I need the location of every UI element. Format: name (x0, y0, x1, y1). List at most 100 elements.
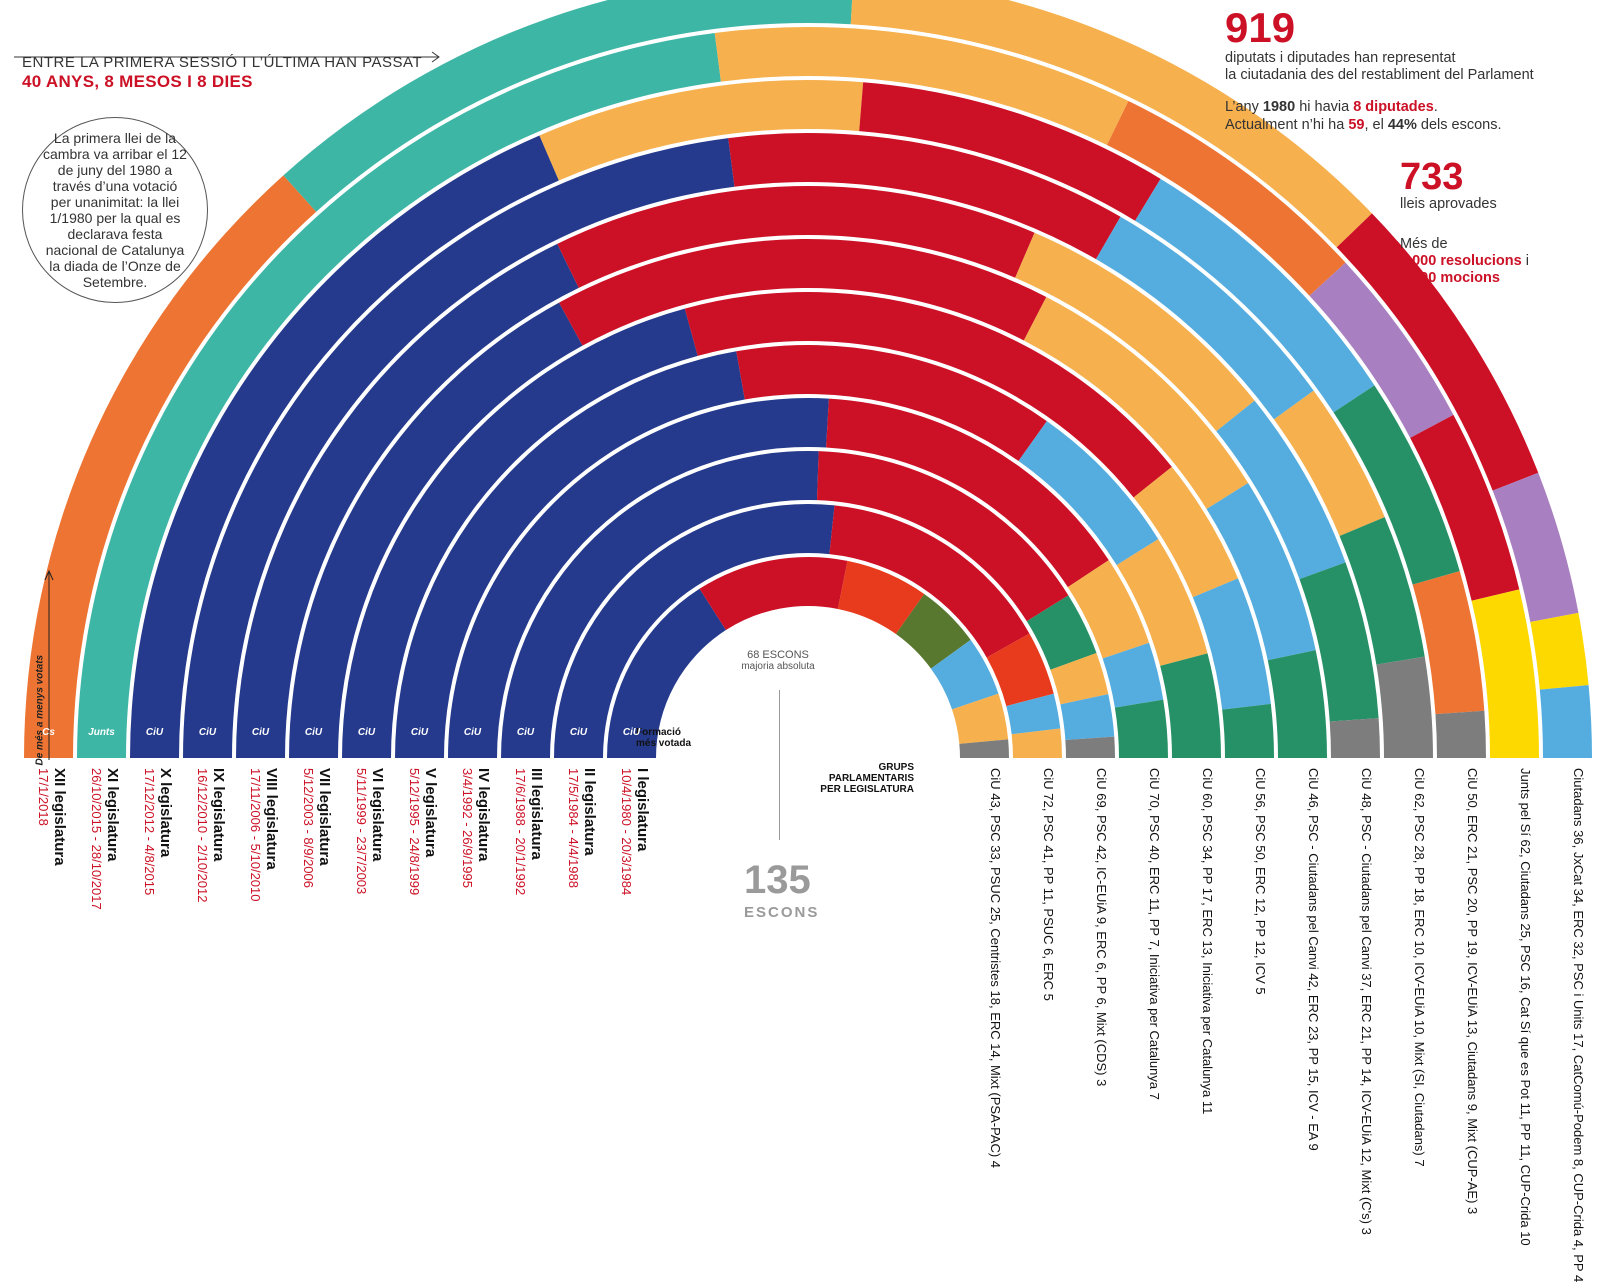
seat-segment-12-pp (1539, 685, 1592, 758)
groups-label-4: CiU 70, PSC 40, ERC 11, PP 7, Iniciativa… (1146, 768, 1162, 1100)
legislature-label-11: XI legislatura 26/10/2015 - 28/10/2017 (88, 768, 121, 910)
party-logo-4: CiU (463, 727, 482, 738)
groups-label-8: CiU 48, PSC - Ciutadans pel Canvi 37, ER… (1358, 768, 1374, 1235)
seat-segment-5-pp (1018, 421, 1159, 566)
seat-segment-10-erc (539, 79, 864, 181)
groups-label-10: CiU 50, ERC 21, PSC 20, PP 19, ICV-EUiA … (1464, 768, 1480, 1215)
legislature-dates: 3/4/1992 - 26/9/1995 (459, 768, 475, 888)
seat-segment-1-ciu (607, 588, 726, 758)
party-logo-12: Cs (42, 727, 55, 738)
legislature-name: VIII legislatura (262, 768, 280, 870)
women-now-text: Actualment n’hi ha 59, el 44% dels escon… (1225, 117, 1502, 133)
seat-segment-11-podem (1309, 262, 1454, 438)
seat-segment-8-pp (1216, 400, 1346, 580)
seat-segment-5-erc (1116, 539, 1208, 666)
seat-segment-12-erc (850, 0, 1372, 248)
seat-segment-9-psc (728, 133, 1121, 260)
seat-segment-2-centristes (986, 633, 1054, 707)
seat-segment-9-pp (1096, 216, 1314, 420)
groups-label-5: CiU 60, PSC 34, PP 17, ERC 13, Iniciativ… (1199, 768, 1215, 1115)
laws-caption: lleis aprovades (1400, 196, 1497, 212)
legislature-label-12: XII legislatura 17/1/2018 (35, 768, 68, 866)
seat-segment-9-ciu (183, 138, 735, 758)
seat-segment-12-podem (1492, 472, 1579, 622)
majority-seats: 68 ESCONS (747, 649, 809, 661)
majority-label: majoria absoluta (741, 661, 815, 672)
groups-label-12: Ciutadans 36, JxCat 34, ERC 32, PSC i Un… (1570, 768, 1586, 1282)
header-duration: 40 ANYS, 8 MESOS I 8 DIES (22, 72, 253, 91)
party-logo-11: Junts (88, 727, 115, 738)
legislature-dates: 5/11/1999 - 23/7/2003 (353, 768, 369, 895)
seat-segment-6-psuc_icv (1222, 703, 1274, 758)
seat-segment-12-jxcat (283, 0, 853, 212)
most-voted-label: Formació més votada (636, 727, 692, 749)
groups-label-9: CiU 62, PSC 28, PP 18, ERC 10, ICV-EUiA … (1411, 768, 1427, 1167)
more-than-label: Més de (1400, 236, 1448, 252)
seat-segment-4-psuc_icv (1114, 699, 1168, 758)
seat-segment-11-cs (1106, 100, 1346, 296)
seat-segment-11-erc (714, 27, 1129, 146)
seat-segment-3-psc (817, 451, 1069, 622)
first-law-note: La primera llei de la cambra va arribar … (22, 117, 208, 303)
groups-label-2: CiU 72, PSC 41, PP 11, PSUC 6, ERC 5 (1040, 768, 1056, 1001)
seat-segment-1-psc (699, 557, 848, 631)
deputies-total: 919 (1225, 4, 1296, 51)
seat-segment-10-psc (859, 82, 1161, 221)
seat-segment-7-pp (1206, 482, 1316, 661)
legislature-label-2: II legislatura 17/5/1984 - 4/4/1988 (565, 768, 598, 888)
party-logo-7: CiU (304, 727, 323, 738)
legislature-name: VI legislatura (368, 768, 386, 862)
seat-segment-8-erc (1015, 232, 1255, 432)
legislature-label-9: IX legislatura 16/12/2010 - 2/10/2012 (194, 768, 227, 902)
seat-segment-9-psuc_icv (1339, 517, 1425, 665)
legislature-dates: 17/1/2018 (35, 768, 51, 826)
seat-segment-12-cup (1530, 612, 1589, 690)
seat-segment-4-psc (826, 398, 1109, 588)
party-logo-8: CiU (251, 727, 270, 738)
seat-segment-10-mixt (1435, 710, 1486, 758)
groups-label-11: Junts pel Sí 62, Ciutadans 25, PSC 16, C… (1517, 768, 1533, 1246)
seat-segment-1-erc (952, 693, 1009, 744)
deputies-caption-2: la ciutadania des del restabliment del P… (1225, 67, 1534, 83)
seat-segment-2-pp (1006, 693, 1061, 735)
first-law-note-text: La primera llei de la cambra va arribar … (43, 130, 187, 290)
seat-segment-11-cup (1471, 589, 1539, 758)
legislature-dates: 17/6/1988 - 20/1/1992 (512, 768, 528, 896)
groups-title: GRUPS PARLAMENTARIS PER LEGISLATURA (820, 762, 914, 795)
legislature-name: IV legislatura (474, 768, 492, 862)
seat-segment-1-mixt (959, 739, 1009, 758)
seat-segment-3-erc (1050, 652, 1109, 705)
seat-segment-1-other (895, 594, 971, 669)
party-logo-9: CiU (198, 727, 217, 738)
seat-segment-11-jxcat (77, 32, 721, 759)
seat-segment-10-cs (1412, 571, 1485, 715)
legislature-name: IX legislatura (209, 768, 227, 862)
legislature-label-6: VI legislatura 5/11/1999 - 23/7/2003 (353, 768, 386, 895)
majority-line (779, 690, 780, 840)
seat-segment-3-pp (1060, 694, 1115, 741)
legislature-name: II legislatura (580, 768, 598, 856)
legislature-name: X legislatura (156, 768, 174, 858)
seat-segment-11-psc (1410, 414, 1520, 601)
seat-segment-7-psc (559, 238, 1047, 346)
seat-segment-8-psc (557, 186, 1035, 288)
seat-segment-5-psc (736, 345, 1047, 462)
seat-segment-7-ciu (289, 302, 583, 758)
party-logo-1: CiU (622, 727, 641, 738)
seat-segment-5-ciu (395, 351, 745, 758)
seat-segment-7-psuc_icv (1267, 650, 1327, 758)
motions-count: 1.500 mocions (1400, 270, 1500, 286)
header-arrow (14, 51, 440, 63)
seat-segment-9-erc (1273, 390, 1385, 537)
legislature-dates: 26/10/2015 - 28/10/2017 (88, 768, 104, 910)
legislature-label-3: III legislatura 17/6/1988 - 20/1/1992 (512, 768, 545, 896)
seat-segment-6-pp (1192, 578, 1271, 710)
seat-segment-6-psc (684, 292, 1172, 498)
seat-segment-1-pp (930, 639, 999, 710)
groups-label-6: CiU 56, PSC 50, ERC 12, PP 12, ICV 5 (1252, 768, 1268, 995)
seat-segment-8-psuc_icv (1299, 562, 1379, 722)
legislature-label-4: IV legislatura 3/4/1992 - 26/9/1995 (459, 768, 492, 888)
seat-segment-1-centristes (837, 560, 925, 634)
legislature-label-7: VII legislatura 5/12/2003 - 8/9/2006 (300, 768, 333, 888)
legislature-name: XI legislatura (103, 768, 121, 862)
